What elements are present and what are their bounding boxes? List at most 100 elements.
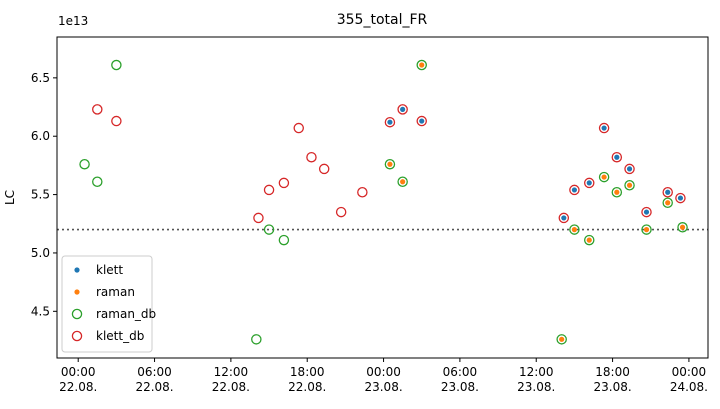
klett_db-point bbox=[558, 212, 570, 224]
klett_db-point bbox=[598, 122, 610, 134]
klett-point bbox=[677, 195, 684, 201]
x-tick-time-label: 18:00 bbox=[595, 365, 630, 379]
x-axis: 00:0022.08.06:0022.08.12:0022.08.18:0022… bbox=[59, 358, 708, 394]
klett_db-point bbox=[253, 212, 264, 224]
klett-point bbox=[665, 189, 671, 195]
x-tick-date-label: 24.08. bbox=[670, 380, 708, 394]
x-tick-time-label: 18:00 bbox=[290, 365, 325, 379]
raman_db-point bbox=[397, 176, 408, 187]
x-tick-date-label: 22.08. bbox=[288, 380, 326, 394]
x-tick-date-label: 22.08. bbox=[212, 380, 250, 394]
raman_db-point bbox=[624, 179, 635, 191]
raman_db-point bbox=[278, 234, 290, 246]
klett_db-point bbox=[675, 192, 686, 204]
klett_db-point bbox=[293, 122, 304, 134]
raman-point bbox=[679, 224, 686, 230]
klett_db-point bbox=[611, 151, 623, 163]
klett-point bbox=[571, 187, 578, 193]
legend: klett raman raman_db klett_db bbox=[61, 255, 156, 353]
x-tick-time-label: 00:00 bbox=[61, 365, 96, 379]
y-axis: 4.5 5.0 5.5 6.0 6.5 bbox=[31, 71, 57, 318]
y-tick-label: 4.5 bbox=[31, 304, 50, 318]
raman-point bbox=[626, 182, 633, 188]
klett_db-point bbox=[416, 115, 427, 127]
raman_db-point bbox=[662, 197, 673, 209]
x-tick-time-label: 06:00 bbox=[443, 365, 478, 379]
klett-point bbox=[419, 118, 425, 124]
klett_db-point bbox=[662, 186, 673, 198]
x-tick-time-label: 12:00 bbox=[214, 365, 249, 379]
raman-point bbox=[571, 227, 578, 233]
y-offset-label: 1e13 bbox=[58, 14, 88, 28]
raman-point bbox=[601, 174, 607, 180]
chart-title: 355_total_FR bbox=[337, 12, 428, 28]
x-tick-time-label: 12:00 bbox=[519, 365, 554, 379]
legend-marker-raman_db bbox=[71, 308, 83, 320]
klett-point bbox=[626, 166, 633, 172]
legend-marker-klett bbox=[74, 267, 80, 273]
legend-label-raman_db: raman_db bbox=[96, 307, 156, 321]
klett_db-point bbox=[263, 184, 275, 196]
klett_db-point bbox=[584, 177, 595, 189]
klett_db-point bbox=[384, 116, 396, 128]
klett-point bbox=[387, 119, 393, 125]
legend-label-raman: raman bbox=[96, 285, 135, 299]
x-tick-time-label: 06:00 bbox=[137, 365, 172, 379]
klett_db-point bbox=[569, 184, 580, 196]
x-tick-date-label: 22.08. bbox=[59, 380, 97, 394]
legend-label-klett: klett bbox=[96, 263, 123, 277]
klett_db-point bbox=[318, 163, 330, 175]
y-tick-label: 5.0 bbox=[31, 246, 50, 260]
raman_db-point bbox=[641, 224, 652, 235]
klett_db-point bbox=[111, 115, 122, 127]
x-tick-date-label: 22.08. bbox=[135, 380, 173, 394]
x-tick-time-label: 00:00 bbox=[672, 365, 707, 379]
legend-marker-klett_db bbox=[71, 330, 83, 342]
klett_db-point bbox=[335, 206, 347, 218]
klett-point bbox=[586, 180, 592, 186]
legend-box bbox=[61, 255, 153, 353]
klett-point bbox=[400, 106, 406, 112]
raman-point bbox=[559, 336, 565, 342]
raman-point bbox=[400, 179, 406, 185]
raman-point bbox=[643, 227, 650, 233]
raman_db-point bbox=[598, 171, 610, 183]
klett-point bbox=[561, 215, 567, 221]
klett_db-point bbox=[278, 177, 290, 189]
x-tick-time-label: 00:00 bbox=[366, 365, 401, 379]
x-tick-date-label: 23.08. bbox=[364, 380, 402, 394]
raman-point bbox=[586, 237, 592, 243]
klett_db-point bbox=[397, 104, 408, 115]
klett_db-point bbox=[641, 206, 652, 218]
raman_db-point bbox=[79, 158, 90, 170]
raman_db-point bbox=[111, 59, 122, 71]
raman_db-point bbox=[584, 234, 595, 246]
x-tick-date-label: 23.08. bbox=[517, 380, 555, 394]
y-tick-label: 5.5 bbox=[31, 188, 50, 202]
raman-point bbox=[387, 161, 393, 167]
raman_db-point bbox=[251, 334, 262, 345]
klett_db-point bbox=[92, 104, 103, 115]
raman-point bbox=[614, 189, 620, 195]
y-axis-label: LC bbox=[3, 190, 17, 205]
klett-point bbox=[643, 209, 650, 215]
klett_db-point bbox=[306, 151, 317, 163]
y-tick-label: 6.0 bbox=[31, 129, 50, 143]
plot-frame bbox=[56, 36, 709, 359]
raman-point bbox=[665, 200, 671, 206]
raman_db-point bbox=[611, 186, 623, 198]
klett-point bbox=[614, 154, 620, 160]
raman_db-point bbox=[569, 224, 580, 235]
raman_db-point bbox=[92, 176, 103, 187]
klett_db-point bbox=[357, 186, 368, 198]
raman_db-point bbox=[556, 334, 567, 345]
klett-point bbox=[601, 125, 607, 131]
raman_db-point bbox=[263, 224, 275, 235]
legend-label-klett_db: klett_db bbox=[96, 329, 144, 343]
raman_db-point bbox=[677, 222, 688, 233]
raman_db-point bbox=[416, 59, 427, 71]
x-tick-date-label: 23.08. bbox=[593, 380, 631, 394]
raman-point bbox=[419, 62, 425, 68]
data-points bbox=[79, 59, 688, 345]
